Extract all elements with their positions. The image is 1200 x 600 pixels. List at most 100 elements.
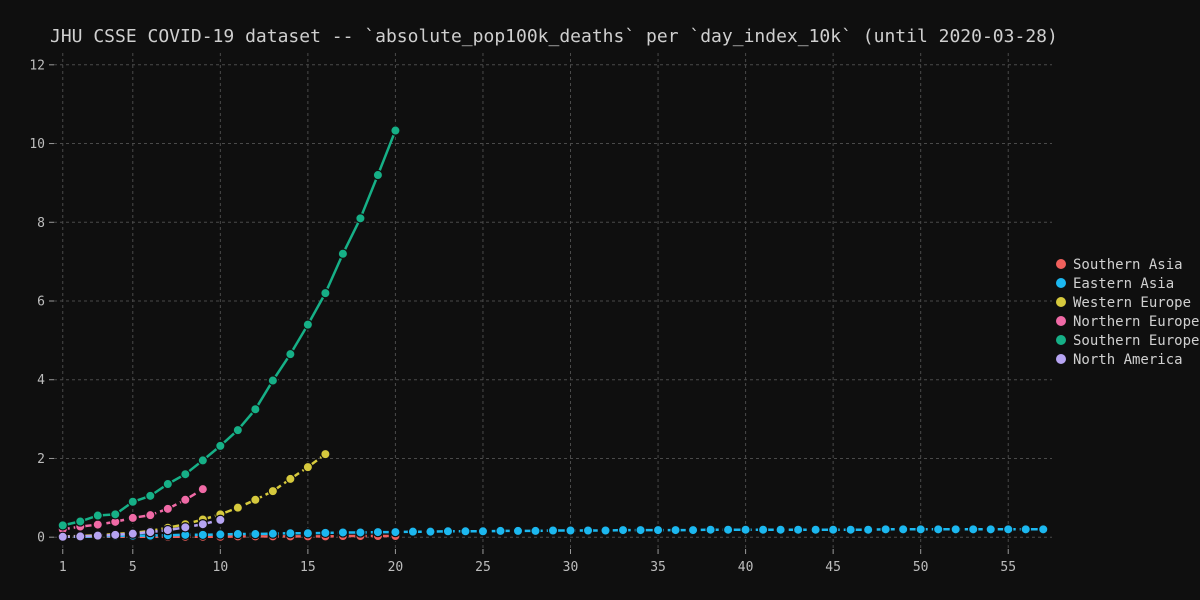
data-point	[57, 520, 68, 531]
data-point	[162, 503, 174, 515]
data-point	[285, 348, 296, 360]
legend-label: Northern Europe	[1073, 314, 1199, 330]
legend: Southern Asia Eastern Asia Western Europe N…	[1056, 257, 1199, 368]
data-point	[180, 494, 191, 505]
legend-swatch	[1056, 278, 1066, 288]
data-point	[862, 524, 874, 535]
data-point	[950, 524, 961, 535]
series-southern-europe	[57, 125, 401, 531]
data-point	[162, 478, 174, 490]
data-point	[985, 524, 996, 535]
y-tick-label: 10	[29, 137, 45, 152]
series-line	[62, 453, 327, 538]
data-point	[932, 524, 944, 535]
data-point	[1020, 524, 1031, 535]
data-point	[827, 524, 839, 535]
legend-label: Western Europe	[1073, 295, 1191, 311]
data-point	[670, 524, 681, 536]
legend-item: Northern Europe	[1056, 314, 1199, 330]
data-point	[92, 510, 103, 521]
x-tick-label: 50	[913, 560, 929, 575]
data-point	[75, 531, 86, 542]
legend-swatch	[1056, 316, 1066, 326]
data-point	[127, 496, 138, 507]
data-point	[232, 502, 244, 513]
data-point	[355, 213, 366, 224]
data-point	[477, 526, 489, 537]
x-tick-label: 1	[59, 560, 67, 575]
data-point	[757, 524, 769, 535]
data-point	[197, 529, 209, 541]
data-point	[775, 524, 786, 535]
x-tick-label: 5	[129, 560, 137, 575]
data-point	[635, 524, 646, 536]
data-point	[162, 524, 174, 536]
data-point	[180, 469, 191, 480]
data-point	[180, 522, 191, 533]
data-point	[617, 524, 629, 536]
data-point	[407, 526, 419, 537]
data-point	[915, 524, 926, 535]
data-point	[337, 527, 349, 538]
data-point	[302, 461, 314, 473]
series-north-america	[57, 514, 226, 542]
data-point	[197, 483, 209, 495]
data-point	[845, 524, 856, 535]
x-tick-label: 45	[825, 560, 841, 575]
legend-swatch	[1056, 259, 1066, 269]
data-point	[495, 525, 506, 537]
data-point	[127, 512, 138, 524]
data-point	[302, 528, 314, 539]
data-point	[267, 485, 279, 497]
data-point	[302, 319, 314, 330]
data-point	[355, 527, 366, 538]
data-point	[372, 526, 384, 538]
y-tick-label: 12	[29, 58, 45, 73]
data-point	[547, 525, 559, 536]
data-point	[372, 169, 384, 181]
x-tick-label: 40	[738, 560, 754, 575]
legend-item: Southern Europe	[1056, 333, 1199, 349]
x-axis-ticks: 1 5 10 15 20 25 30 35 40 45 50 55	[59, 549, 1016, 575]
data-point	[145, 509, 156, 521]
x-tick-label: 20	[388, 560, 404, 575]
legend-swatch	[1056, 297, 1066, 307]
data-point	[600, 525, 611, 536]
legend-swatch	[1056, 354, 1066, 364]
data-point	[320, 287, 331, 299]
data-point	[320, 448, 331, 460]
legend-label: North America	[1073, 352, 1183, 368]
data-point	[110, 529, 121, 541]
data-point	[897, 524, 909, 535]
data-point	[127, 528, 138, 539]
legend-label: Southern Asia	[1073, 257, 1183, 273]
data-point	[722, 524, 734, 535]
legend-item: Southern Asia	[1056, 257, 1183, 273]
data-point	[565, 525, 576, 536]
data-point	[250, 404, 261, 415]
data-point	[232, 528, 244, 540]
data-point	[215, 514, 226, 526]
y-tick-label: 4	[37, 373, 45, 388]
data-point	[390, 526, 401, 538]
data-point	[705, 524, 716, 535]
x-tick-label: 15	[300, 560, 316, 575]
data-point	[145, 526, 156, 538]
data-point	[57, 531, 68, 542]
legend-item: North America	[1056, 352, 1183, 368]
data-point	[285, 528, 296, 539]
x-tick-label: 30	[563, 560, 579, 575]
legend-item: Western Europe	[1056, 295, 1191, 311]
y-tick-label: 0	[37, 531, 45, 546]
data-point	[232, 424, 244, 436]
data-point	[652, 524, 664, 536]
data-point	[215, 529, 226, 540]
legend-label: Eastern Asia	[1073, 276, 1174, 292]
x-tick-label: 25	[475, 560, 491, 575]
x-tick-label: 35	[650, 560, 666, 575]
data-point	[197, 519, 209, 530]
legend-item: Eastern Asia	[1056, 276, 1174, 292]
series-line	[62, 130, 397, 527]
data-point	[968, 524, 979, 535]
